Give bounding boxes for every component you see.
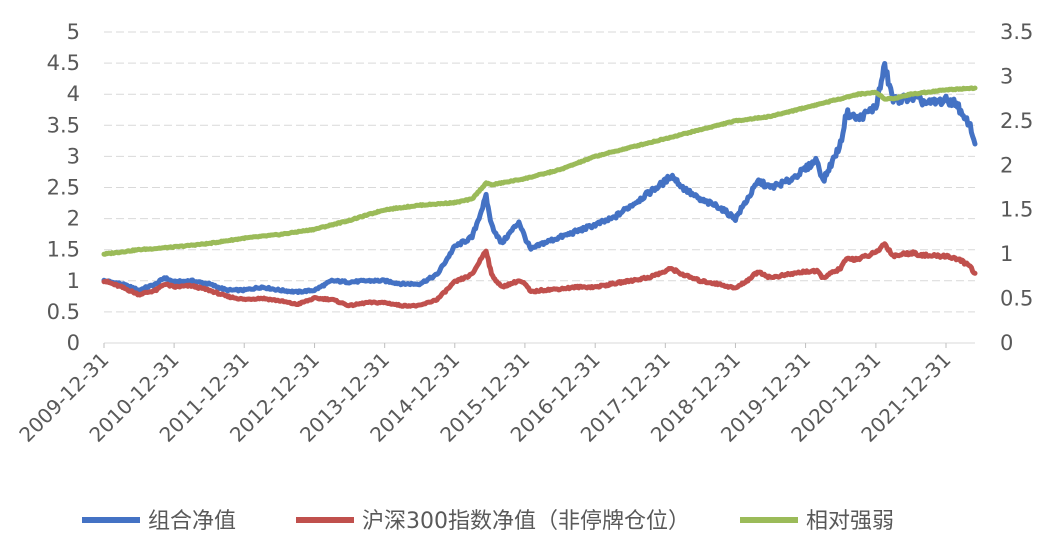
x-axis: 2009-12-312010-12-312011-12-312012-12-31… <box>14 342 975 447</box>
legend-label: 沪深300指数净值（非停牌仓位） <box>362 509 690 534</box>
y2-tick-label: 2.5 <box>1000 109 1033 133</box>
y2-tick-label: 2 <box>1000 153 1013 177</box>
series-lines <box>101 61 978 309</box>
y2-tick-label: 1.5 <box>1000 198 1033 222</box>
legend-label: 相对强弱 <box>806 509 894 534</box>
gridlines <box>104 31 975 344</box>
right-y-axis: 0 0.5 1 1.5 2 2.5 3 3.5 <box>1000 20 1033 355</box>
y2-tick-label: 3.5 <box>1000 20 1033 44</box>
y-tick-label: 2 <box>67 207 80 231</box>
legend-item-2: 沪深300指数净值（非停牌仓位） <box>296 509 690 534</box>
legend-item-1: 组合净值 <box>82 509 236 534</box>
series-line-1 <box>101 61 978 295</box>
y2-tick-label: 3 <box>1000 64 1013 88</box>
y2-tick-label: 0 <box>1000 331 1013 355</box>
legend: 组合净值 沪深300指数净值（非停牌仓位） 相对强弱 <box>82 509 894 534</box>
y2-tick-label: 1 <box>1000 242 1013 266</box>
legend-label: 组合净值 <box>148 509 236 534</box>
y-tick-label: 2.5 <box>47 176 80 200</box>
y-tick-label: 4 <box>67 82 80 106</box>
y-tick-label: 1 <box>67 269 80 293</box>
y2-tick-label: 0.5 <box>1000 287 1033 311</box>
y-tick-label: 3.5 <box>47 113 80 137</box>
legend-item-3: 相对强弱 <box>740 509 894 534</box>
y-tick-label: 1.5 <box>47 238 80 262</box>
y-tick-label: 0 <box>67 331 80 355</box>
series-line-2 <box>101 241 978 309</box>
y-tick-label: 4.5 <box>47 51 80 75</box>
left-y-axis: 0 0.5 1 1.5 2 2.5 3 3.5 4 4.5 5 <box>47 20 80 355</box>
y-tick-label: 5 <box>67 20 80 44</box>
y-tick-label: 0.5 <box>47 300 80 324</box>
series-line-3 <box>101 85 978 257</box>
y-tick-label: 3 <box>67 144 80 168</box>
